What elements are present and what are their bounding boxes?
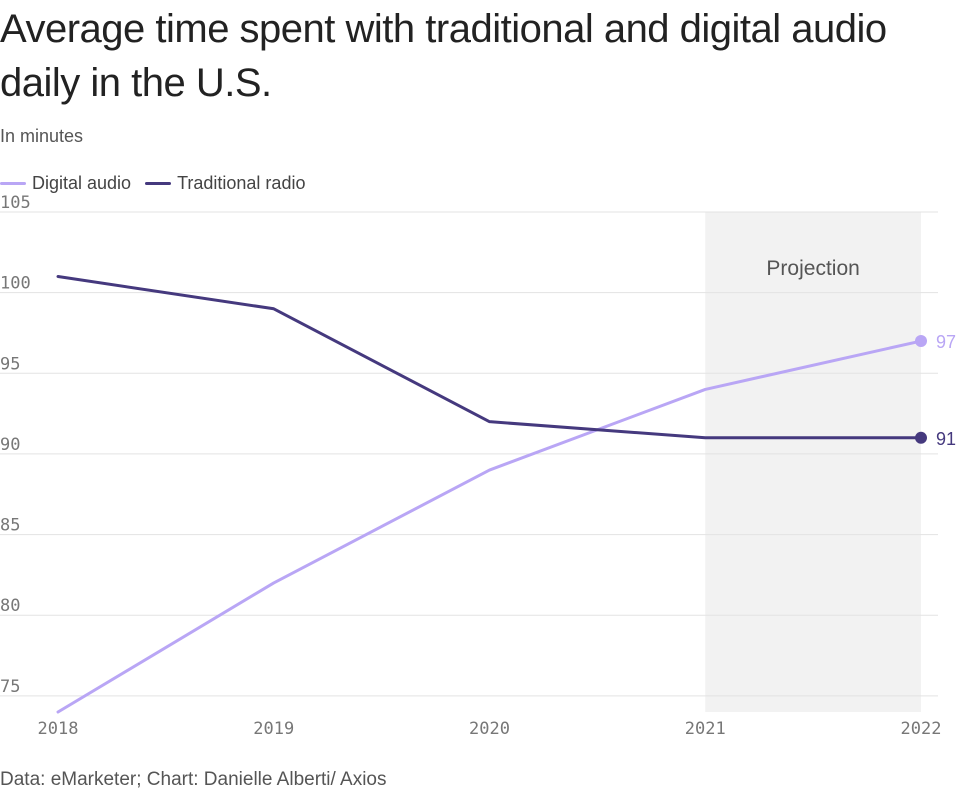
end-label-digital-audio: 97 <box>936 332 956 352</box>
projection-label: Projection <box>766 257 859 280</box>
legend-swatch-digital-audio <box>0 182 26 185</box>
y-tick-label-105: 105 <box>0 193 31 213</box>
legend: Digital audio Traditional radio <box>0 173 319 194</box>
x-tick-label-2021: 2021 <box>685 719 726 739</box>
series-line-traditional-radio <box>56 275 923 440</box>
data-point-digital-audio-2022 <box>915 335 927 348</box>
y-tick-label-90: 90 <box>0 435 20 455</box>
source-note: Data: eMarketer; Chart: Danielle Alberti… <box>0 769 387 790</box>
legend-item-digital-audio: Digital audio <box>0 173 131 194</box>
legend-swatch-traditional-radio <box>145 182 172 185</box>
y-tick-label-85: 85 <box>0 516 20 536</box>
series-line-digital-audio <box>56 339 923 714</box>
legend-label-traditional-radio: Traditional radio <box>177 173 306 193</box>
x-tick-label-2019: 2019 <box>253 719 294 739</box>
line-chart: Projection 75 80 85 90 95 100 105 2018 2019 2020 20… <box>0 193 956 739</box>
y-tick-label-100: 100 <box>0 274 31 294</box>
legend-label-digital-audio: Digital audio <box>32 173 132 193</box>
y-tick-label-95: 95 <box>0 354 20 374</box>
x-tick-label-2020: 2020 <box>469 719 510 739</box>
end-label-traditional-radio: 91 <box>936 429 956 449</box>
chart-title: Average time spent with traditional and … <box>0 7 887 105</box>
projection-band <box>705 212 921 712</box>
y-tick-label-80: 80 <box>0 596 20 616</box>
chart-subtitle: In minutes <box>0 126 84 146</box>
y-tick-label-75: 75 <box>0 677 20 697</box>
legend-item-traditional-radio: Traditional radio <box>145 173 305 194</box>
data-point-traditional-radio-2022 <box>915 431 927 444</box>
x-tick-label-2022: 2022 <box>901 719 942 739</box>
x-tick-label-2018: 2018 <box>38 719 79 739</box>
